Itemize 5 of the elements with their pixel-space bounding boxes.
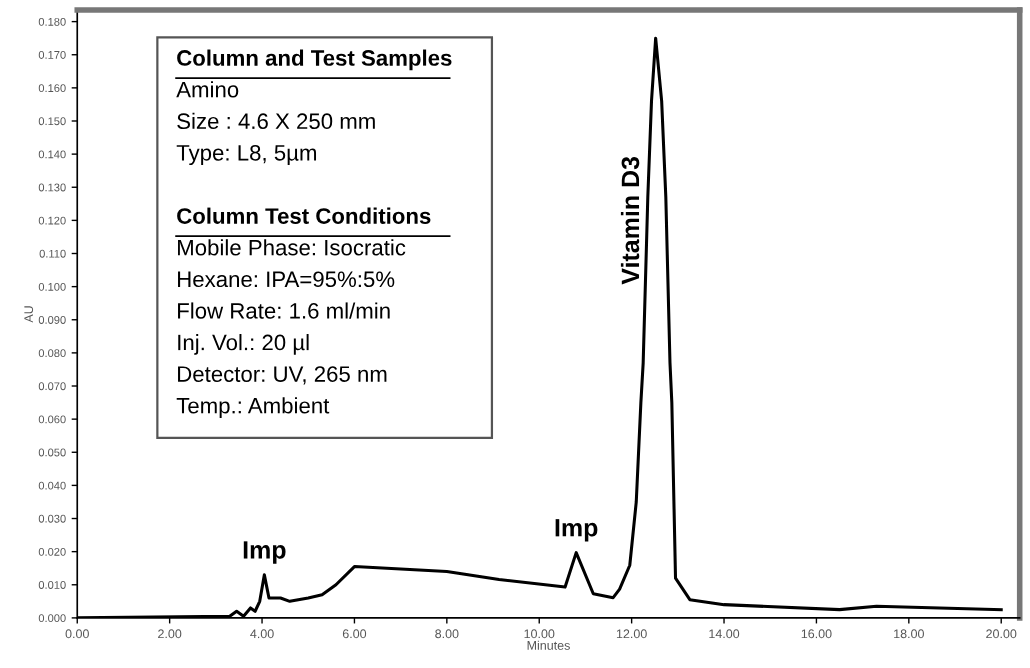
annotation: Vitamin D3 <box>620 156 640 285</box>
annotation: Column Test Conditions Mobile Phase: Isocratic Hexane: IPA=95%:5% Flow Rate: 1.6 ml/min Inj. Vol.: 20 µl Detector: UV, 265 nm Temp.: Ambient <box>176 207 431 418</box>
annotation: Column and Test Samples Amino Size : 4.6 X 250 mm Type: L8, 5µm <box>176 49 452 166</box>
annotation: Imp <box>555 519 598 542</box>
annotation: Imp <box>243 541 286 564</box>
